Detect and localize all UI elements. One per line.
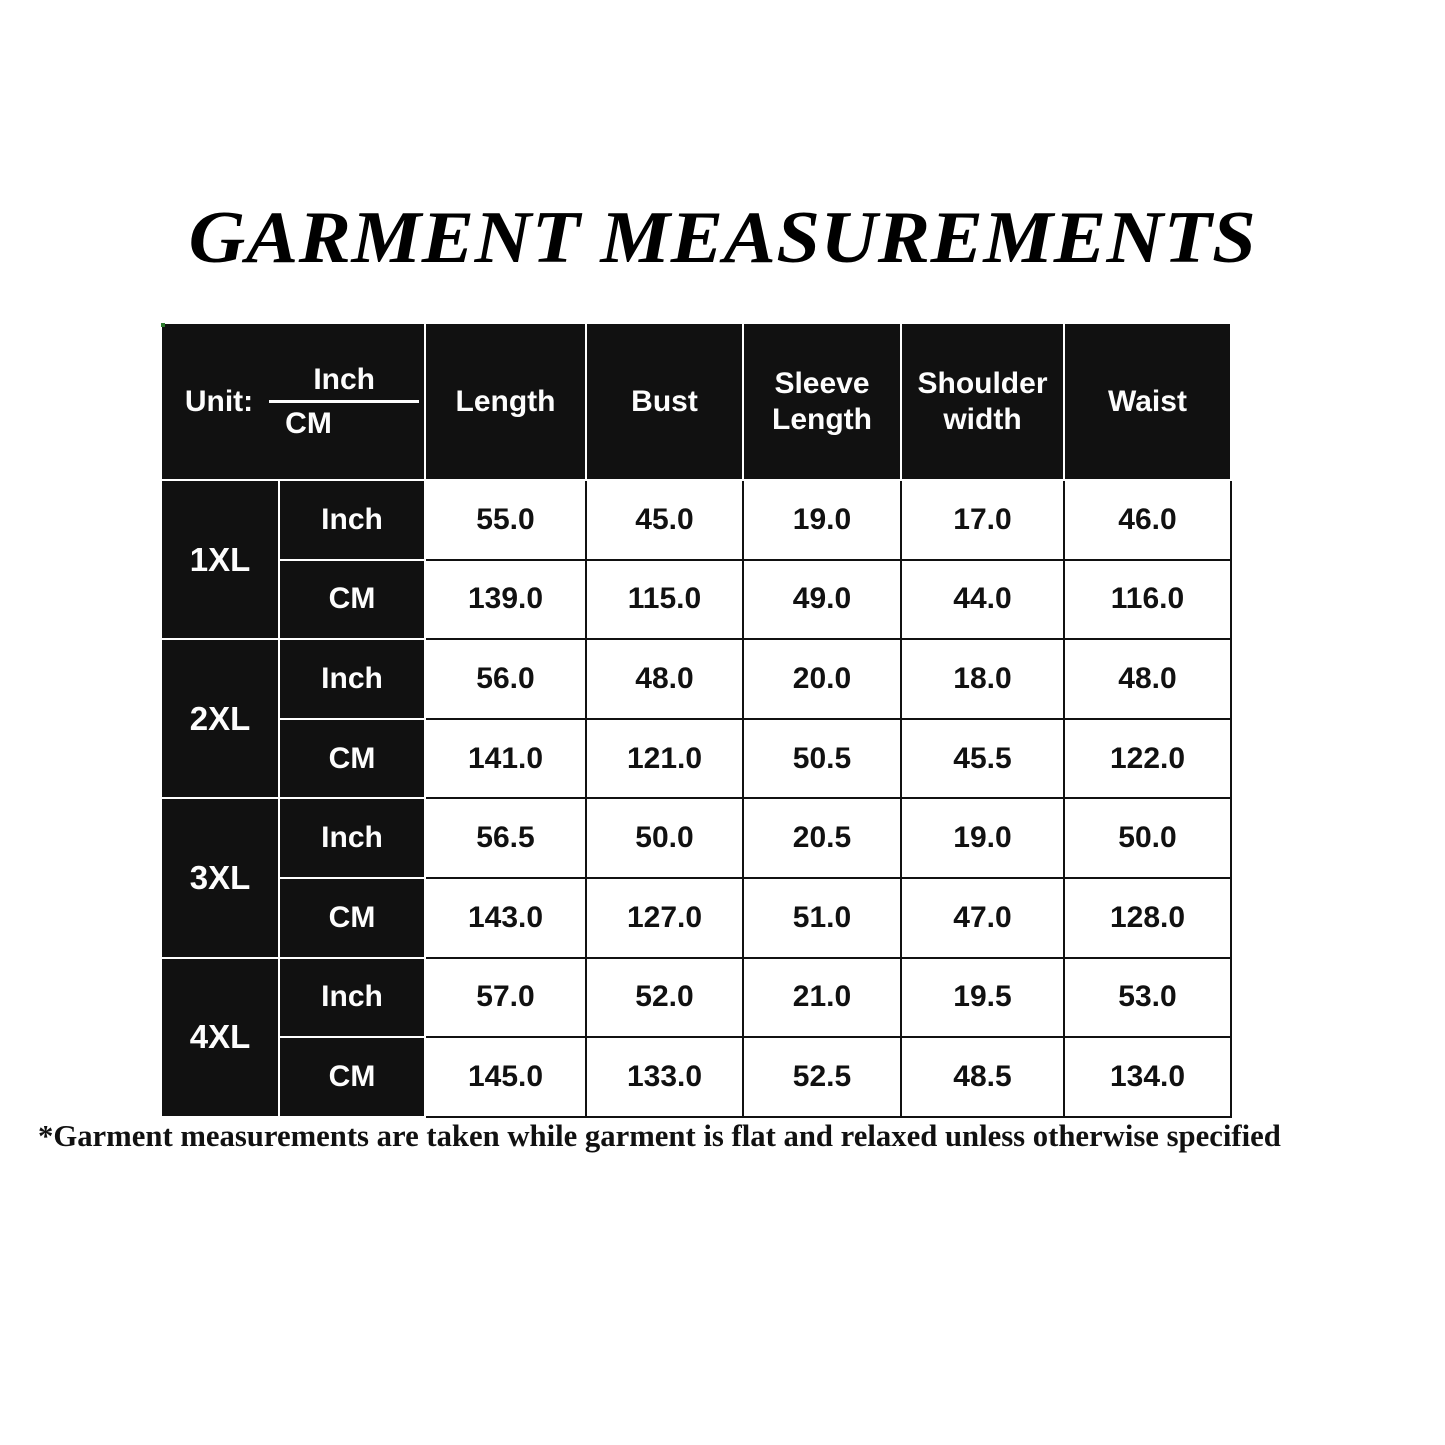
cell-3xl-inch-length: 56.5 [424, 797, 587, 879]
unit-label-inch: Inch [278, 479, 426, 561]
cell-3xl-cm-waist: 128.0 [1063, 876, 1232, 959]
size-label-3xl: 3XL [160, 797, 280, 959]
unit-label-cm: CM [278, 876, 426, 959]
corner-artifact [161, 323, 165, 327]
unit-label-cm: CM [278, 558, 426, 641]
table-row: CM 139.0 115.0 49.0 44.0 116.0 [161, 558, 1232, 641]
cell-4xl-inch-bust: 52.0 [585, 956, 744, 1039]
cell-2xl-inch-waist: 48.0 [1063, 638, 1232, 720]
cell-4xl-inch-waist: 53.0 [1063, 956, 1232, 1039]
unit-fraction-numerator: Inch [313, 362, 375, 396]
unit-label: Unit: [184, 384, 254, 418]
unit-label-inch: Inch [278, 956, 426, 1039]
column-header-waist: Waist [1063, 322, 1232, 481]
cell-3xl-cm-length: 143.0 [424, 876, 587, 959]
table-row: 2XL Inch 56.0 48.0 20.0 18.0 48.0 [160, 638, 1232, 800]
unit-fraction: Inch CM [269, 362, 420, 442]
unit-header-cell: Unit: Inch CM [160, 322, 426, 481]
cell-1xl-cm-bust: 115.0 [585, 558, 744, 641]
cell-1xl-cm-shoulder-width: 44.0 [900, 558, 1065, 641]
cell-2xl-cm-bust: 121.0 [585, 717, 744, 800]
cell-3xl-inch-bust: 50.0 [585, 797, 744, 879]
unit-label-cm: CM [278, 1036, 426, 1118]
column-header-length: Length [424, 322, 587, 481]
cell-3xl-inch-waist: 50.0 [1063, 797, 1232, 879]
cell-3xl-inch-shoulder-width: 19.0 [900, 797, 1065, 879]
cell-4xl-cm-waist: 134.0 [1063, 1036, 1232, 1118]
cell-2xl-cm-sleeve-length: 50.5 [742, 717, 902, 800]
cell-2xl-inch-length: 56.0 [424, 638, 587, 720]
size-label-4xl: 4XL [160, 956, 280, 1118]
unit-label-cm: CM [278, 717, 426, 800]
table-row: 4XL Inch 57.0 52.0 21.0 19.5 53.0 [160, 956, 1232, 1118]
cell-4xl-cm-length: 145.0 [424, 1036, 587, 1118]
table-row: CM 141.0 121.0 50.5 45.5 122.0 [161, 717, 1232, 800]
cell-1xl-cm-waist: 116.0 [1063, 558, 1232, 641]
table-row: CM 143.0 127.0 51.0 47.0 128.0 [161, 876, 1232, 959]
cell-1xl-inch-waist: 46.0 [1063, 479, 1232, 561]
cell-2xl-cm-length: 141.0 [424, 717, 587, 800]
table-row: 3XL Inch 56.5 50.0 20.5 19.0 50.0 [160, 797, 1232, 959]
cell-4xl-cm-bust: 133.0 [585, 1036, 744, 1118]
cell-1xl-inch-bust: 45.0 [585, 479, 744, 561]
column-header-bust: Bust [585, 322, 744, 481]
table-row: CM 145.0 133.0 52.5 48.5 134.0 [161, 1036, 1232, 1118]
cell-3xl-cm-shoulder-width: 47.0 [900, 876, 1065, 959]
column-header-sleeve-length: Sleeve Length [742, 322, 902, 481]
column-header-shoulder-width: Shoulder width [900, 322, 1065, 481]
cell-3xl-cm-bust: 127.0 [585, 876, 744, 959]
size-label-2xl: 2XL [160, 638, 280, 800]
unit-fraction-denominator: CM [285, 407, 332, 440]
cell-1xl-inch-sleeve-length: 19.0 [742, 479, 902, 561]
cell-4xl-inch-shoulder-width: 19.5 [900, 956, 1065, 1039]
size-label-1xl: 1XL [160, 478, 280, 641]
unit-label-inch: Inch [278, 797, 426, 879]
cell-2xl-inch-bust: 48.0 [585, 638, 744, 720]
cell-2xl-cm-waist: 122.0 [1063, 717, 1232, 800]
cell-4xl-inch-sleeve-length: 21.0 [742, 956, 902, 1039]
cell-3xl-inch-sleeve-length: 20.5 [742, 797, 902, 879]
unit-label-inch: Inch [278, 638, 426, 720]
unit-fraction-bar [269, 400, 420, 403]
cell-2xl-inch-sleeve-length: 20.0 [742, 638, 902, 720]
table-header-row: Unit: Inch CM Length Bust Sleeve Length … [160, 322, 1232, 481]
cell-1xl-inch-length: 55.0 [424, 479, 587, 561]
cell-2xl-cm-shoulder-width: 45.5 [900, 717, 1065, 800]
table-row: 1XL Inch 55.0 45.0 19.0 17.0 46.0 [160, 478, 1232, 641]
cell-4xl-cm-shoulder-width: 48.5 [900, 1036, 1065, 1118]
cell-4xl-cm-sleeve-length: 52.5 [742, 1036, 902, 1118]
footnote-text: *Garment measurements are taken while ga… [38, 1118, 1281, 1153]
cell-4xl-inch-length: 57.0 [424, 956, 587, 1039]
cell-1xl-cm-length: 139.0 [424, 558, 587, 641]
cell-1xl-inch-shoulder-width: 17.0 [900, 479, 1065, 561]
garment-measurements-table: Unit: Inch CM Length Bust Sleeve Length … [160, 322, 1232, 1118]
cell-2xl-inch-shoulder-width: 18.0 [900, 638, 1065, 720]
cell-3xl-cm-sleeve-length: 51.0 [742, 876, 902, 959]
cell-1xl-cm-sleeve-length: 49.0 [742, 558, 902, 641]
page-title: GARMENT MEASUREMENTS [188, 197, 1257, 279]
